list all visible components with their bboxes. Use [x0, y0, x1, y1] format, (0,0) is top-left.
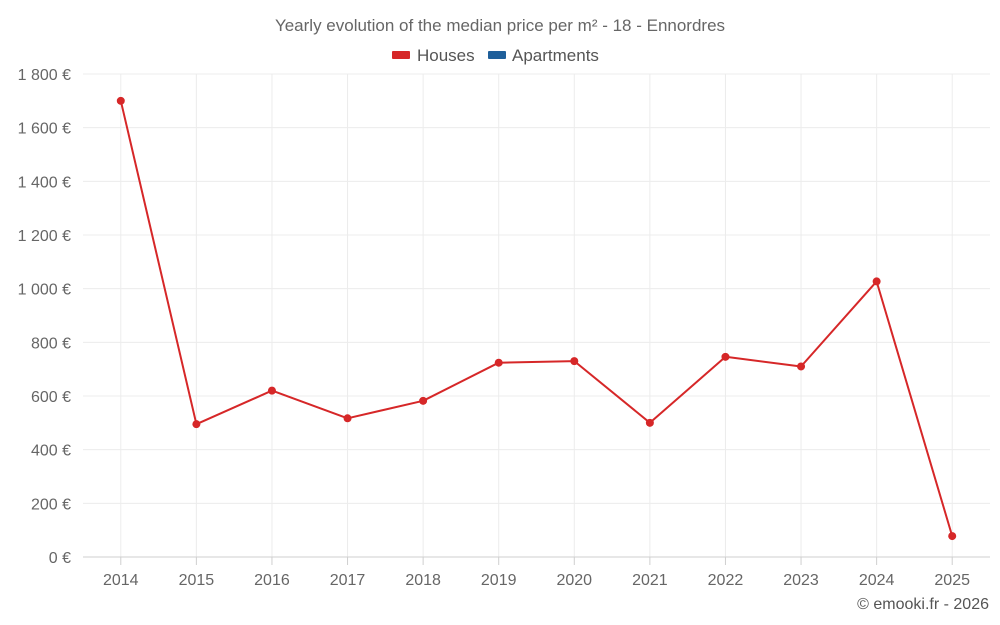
chart-title: Yearly evolution of the median price per… [275, 16, 725, 35]
data-point-houses-2015[interactable] [192, 420, 201, 429]
y-tick-label: 800 € [31, 335, 71, 352]
x-tick-label: 2022 [708, 572, 744, 589]
x-tick-label: 2015 [179, 572, 215, 589]
data-point-houses-2018[interactable] [419, 396, 428, 405]
x-tick-label: 2017 [330, 572, 366, 589]
y-tick-label: 1 600 € [18, 121, 71, 138]
series-line-houses [119, 100, 954, 537]
x-tick-label: 2023 [783, 572, 819, 589]
data-point-houses-2021[interactable] [645, 418, 654, 427]
data-point-houses-2022[interactable] [721, 352, 730, 361]
x-tick-label: 2025 [934, 572, 970, 589]
x-axis: 2014 2015 2016 2017 2018 2019 2020 2021 2022 2023… [83, 556, 990, 589]
x-tick-label: 2016 [254, 572, 290, 589]
data-point-houses-2024[interactable] [872, 277, 881, 286]
legend-swatch-apartments[interactable] [488, 51, 506, 59]
y-tick-label: 400 € [31, 443, 71, 460]
x-tick-label: 2018 [405, 572, 441, 589]
legend-label-houses[interactable]: Houses [417, 46, 475, 65]
data-point-houses-2016[interactable] [267, 386, 276, 395]
x-tick-label: 2019 [481, 572, 517, 589]
series-layer [116, 96, 957, 541]
x-tick-label: 2014 [103, 572, 139, 589]
data-point-houses-2020[interactable] [570, 357, 579, 366]
data-point-houses-2023[interactable] [797, 362, 806, 371]
x-tick-label: 2024 [859, 572, 895, 589]
y-tick-label: 1 000 € [18, 282, 71, 299]
y-tick-label: 200 € [31, 496, 71, 513]
data-point-houses-2017[interactable] [343, 414, 352, 423]
y-tick-label: 0 € [49, 550, 71, 567]
legend-label-apartments[interactable]: Apartments [512, 46, 599, 65]
x-tick-label: 2021 [632, 572, 668, 589]
legend-swatch-houses[interactable] [392, 51, 410, 59]
y-tick-label: 1 200 € [18, 228, 71, 245]
data-point-houses-2025[interactable] [948, 532, 957, 541]
data-point-houses-2019[interactable] [494, 358, 503, 367]
grid [83, 73, 990, 557]
credit-text: © emooki.fr - 2026 [857, 596, 989, 613]
y-tick-label: 1 800 € [18, 67, 71, 84]
y-tick-label: 1 400 € [18, 174, 71, 191]
y-axis: 0 € 200 € 400 € 600 € 800 € 1 000 € 1 200 € 1 4… [18, 67, 71, 567]
y-tick-label: 600 € [31, 389, 71, 406]
x-tick-label: 2020 [556, 572, 592, 589]
data-point-houses-2014[interactable] [116, 96, 125, 105]
legend: Houses Apartments [392, 46, 599, 65]
